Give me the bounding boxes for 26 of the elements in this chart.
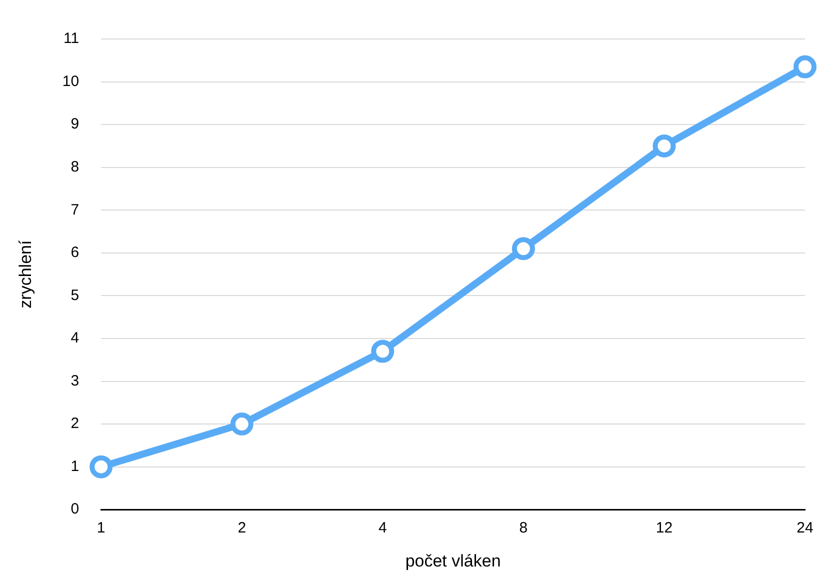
y-tick-label: 9 bbox=[70, 116, 80, 133]
y-axis-title: zrychlení bbox=[16, 240, 35, 308]
point bbox=[652, 134, 676, 158]
y-tick-label: 11 bbox=[64, 30, 80, 48]
y-tick-label: 3 bbox=[70, 372, 80, 390]
x-tick-label: 12 bbox=[656, 520, 673, 537]
y-tick-label: 1 bbox=[70, 458, 80, 475]
y-tick-label: 7 bbox=[70, 201, 80, 218]
point bbox=[230, 412, 254, 436]
x-tick-label: 24 bbox=[796, 520, 814, 537]
y-tick-label: 2 bbox=[70, 415, 80, 432]
x-axis-title: počet vláken bbox=[405, 551, 501, 570]
y-tick-label: 10 bbox=[62, 72, 80, 90]
x-tick-label: 8 bbox=[519, 520, 528, 537]
point bbox=[512, 237, 535, 260]
point bbox=[794, 55, 816, 78]
y-tick-label: 0 bbox=[70, 500, 80, 518]
point bbox=[371, 340, 394, 363]
x-tick-label: 1 bbox=[96, 520, 106, 537]
x-tick-label: 2 bbox=[238, 520, 246, 537]
y-tick-label: 4 bbox=[70, 330, 80, 347]
y-tick-label: 5 bbox=[70, 286, 80, 304]
y-tick-label: 6 bbox=[70, 244, 80, 262]
x-tick-label: 4 bbox=[378, 520, 387, 537]
point bbox=[90, 455, 113, 478]
y-tick-label: 8 bbox=[70, 158, 80, 176]
